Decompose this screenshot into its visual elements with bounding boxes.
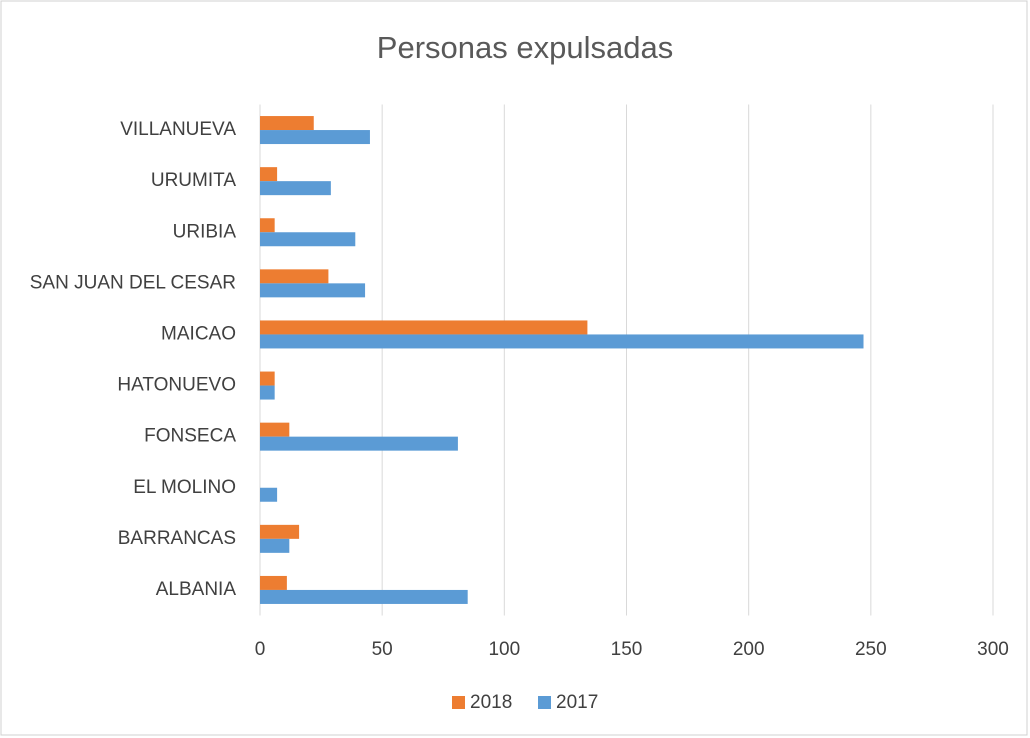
bar bbox=[260, 116, 314, 131]
y-tick-label: EL MOLINO bbox=[133, 477, 236, 498]
y-tick-label: HATONUEVO bbox=[117, 375, 236, 396]
chart-title: Personas expulsadas bbox=[377, 30, 673, 65]
bar bbox=[260, 232, 356, 247]
y-tick-label: VILLANUEVA bbox=[120, 119, 236, 140]
bar bbox=[260, 334, 864, 349]
x-tick-label: 200 bbox=[733, 639, 765, 660]
bar bbox=[260, 436, 458, 451]
bar bbox=[260, 538, 290, 553]
bar bbox=[260, 422, 290, 437]
x-tick-label: 250 bbox=[855, 639, 887, 660]
bar bbox=[260, 320, 588, 335]
legend-swatch bbox=[538, 696, 551, 709]
bar bbox=[260, 575, 287, 590]
legend-swatch bbox=[452, 696, 465, 709]
bar bbox=[260, 589, 468, 604]
x-tick-label: 300 bbox=[977, 639, 1009, 660]
y-tick-label: URUMITA bbox=[151, 170, 236, 191]
bar bbox=[260, 371, 275, 386]
y-tick-label: FONSECA bbox=[144, 426, 236, 447]
x-tick-label: 50 bbox=[372, 639, 393, 660]
bar bbox=[260, 167, 278, 182]
y-tick-label: MAICAO bbox=[161, 323, 236, 344]
bar bbox=[260, 283, 366, 298]
bar bbox=[260, 130, 370, 145]
bar bbox=[260, 524, 300, 539]
bar bbox=[260, 385, 275, 400]
bar bbox=[260, 181, 331, 196]
y-tick-label: BARRANCAS bbox=[118, 528, 236, 549]
x-tick-label: 150 bbox=[611, 639, 643, 660]
legend-label: 2017 bbox=[556, 692, 598, 713]
y-tick-label: SAN JUAN DEL CESAR bbox=[30, 272, 236, 293]
legend-label: 2018 bbox=[470, 692, 512, 713]
x-tick-label: 100 bbox=[488, 639, 520, 660]
bar bbox=[260, 487, 278, 502]
x-tick-label: 0 bbox=[255, 639, 266, 660]
y-tick-label: URIBIA bbox=[173, 221, 237, 242]
bar bbox=[260, 269, 329, 284]
y-tick-label: ALBANIA bbox=[156, 579, 237, 600]
bar bbox=[260, 218, 275, 233]
